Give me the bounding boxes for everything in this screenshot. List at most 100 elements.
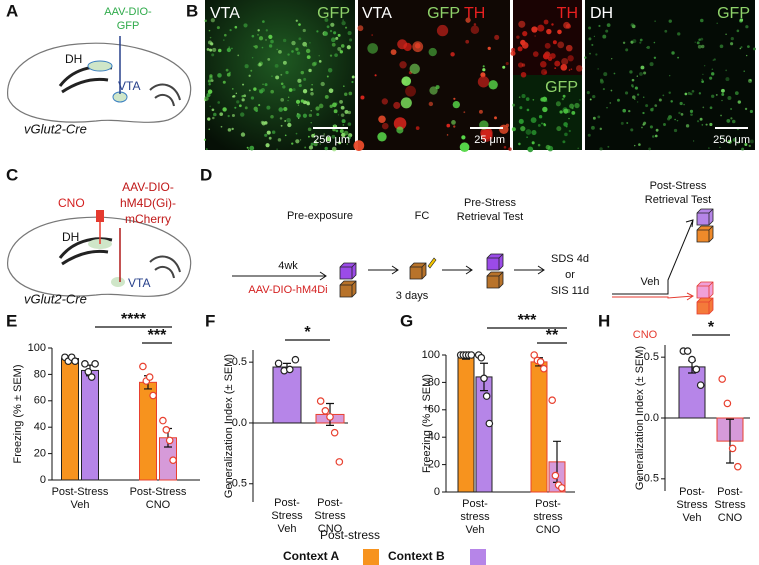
cell (749, 79, 752, 82)
cell (276, 48, 278, 51)
cell (255, 109, 258, 112)
cell (545, 144, 551, 150)
cell (629, 70, 633, 74)
bar (61, 358, 79, 481)
cell (318, 103, 324, 109)
cell (342, 19, 344, 22)
cell (459, 142, 470, 152)
cell (320, 81, 325, 87)
cell (639, 41, 642, 44)
cell (207, 79, 212, 83)
cell (285, 70, 289, 75)
cell (482, 65, 485, 68)
image-label: DH (590, 5, 613, 22)
timeline-arrows (232, 219, 694, 295)
cell (335, 129, 339, 133)
cell (241, 95, 244, 98)
cell (283, 106, 288, 112)
legend-label: Context A (283, 549, 340, 563)
image-label: TH (464, 5, 485, 22)
cell (563, 122, 568, 127)
cell (313, 142, 318, 147)
cell (282, 85, 286, 89)
cell (244, 106, 248, 110)
cell (537, 24, 545, 32)
cell (330, 22, 335, 27)
data-point (87, 373, 96, 381)
cell (374, 74, 377, 77)
cell (563, 21, 571, 29)
cell (259, 89, 264, 94)
cell (683, 103, 685, 106)
cell (730, 42, 734, 46)
data-point (683, 347, 692, 355)
cell (296, 51, 301, 55)
virus-label: AAV-DIO- (104, 6, 152, 18)
cell (213, 112, 217, 117)
data-point (548, 396, 557, 405)
image-label: VTA (210, 5, 240, 22)
cell (662, 122, 666, 126)
cell (598, 24, 601, 28)
data-point (162, 426, 171, 434)
cell (319, 143, 321, 145)
cell (265, 29, 268, 32)
cell (737, 100, 742, 104)
cell (540, 97, 545, 102)
cell (258, 89, 260, 91)
cell (234, 25, 238, 29)
cell (409, 63, 420, 75)
cell (280, 124, 283, 127)
cell (518, 96, 521, 98)
cell (494, 34, 500, 40)
cell (207, 117, 211, 121)
cell (701, 44, 705, 49)
cell (545, 100, 548, 102)
cell (306, 102, 310, 106)
cell (671, 51, 675, 55)
cell (328, 88, 334, 94)
cell (278, 107, 284, 112)
cell (251, 34, 255, 38)
cerebellum (149, 255, 181, 279)
cell (743, 70, 745, 72)
cell (465, 39, 470, 44)
cell (518, 20, 526, 28)
cell (316, 112, 320, 116)
cell (748, 144, 751, 147)
cell (477, 76, 490, 88)
cell (203, 138, 207, 141)
significance-label: * (304, 324, 311, 341)
cell (331, 146, 337, 152)
bar (81, 369, 99, 481)
cell (223, 39, 225, 41)
cell (217, 101, 221, 104)
cell (453, 97, 456, 100)
cell (720, 114, 722, 117)
step-label: Retrieval Test (645, 194, 711, 206)
region-label: VTA (118, 79, 140, 93)
cell (298, 83, 302, 88)
cell (264, 133, 268, 137)
y-tick-label: 20 (428, 459, 440, 471)
cell (630, 128, 634, 132)
cell (516, 35, 520, 39)
cell (204, 19, 207, 23)
cell (526, 108, 530, 112)
cell (732, 138, 737, 142)
cell (461, 135, 466, 140)
cell (246, 146, 249, 149)
cell (645, 104, 649, 108)
cell (551, 23, 554, 26)
x-tick-label: Post- stress Veh (460, 498, 490, 536)
cell (724, 139, 726, 142)
cell (591, 43, 594, 47)
cell (562, 140, 566, 144)
cell (253, 45, 255, 47)
data-point (718, 375, 727, 383)
cell (690, 113, 693, 117)
cell (338, 141, 342, 145)
cell (275, 75, 280, 80)
cell (680, 112, 684, 116)
